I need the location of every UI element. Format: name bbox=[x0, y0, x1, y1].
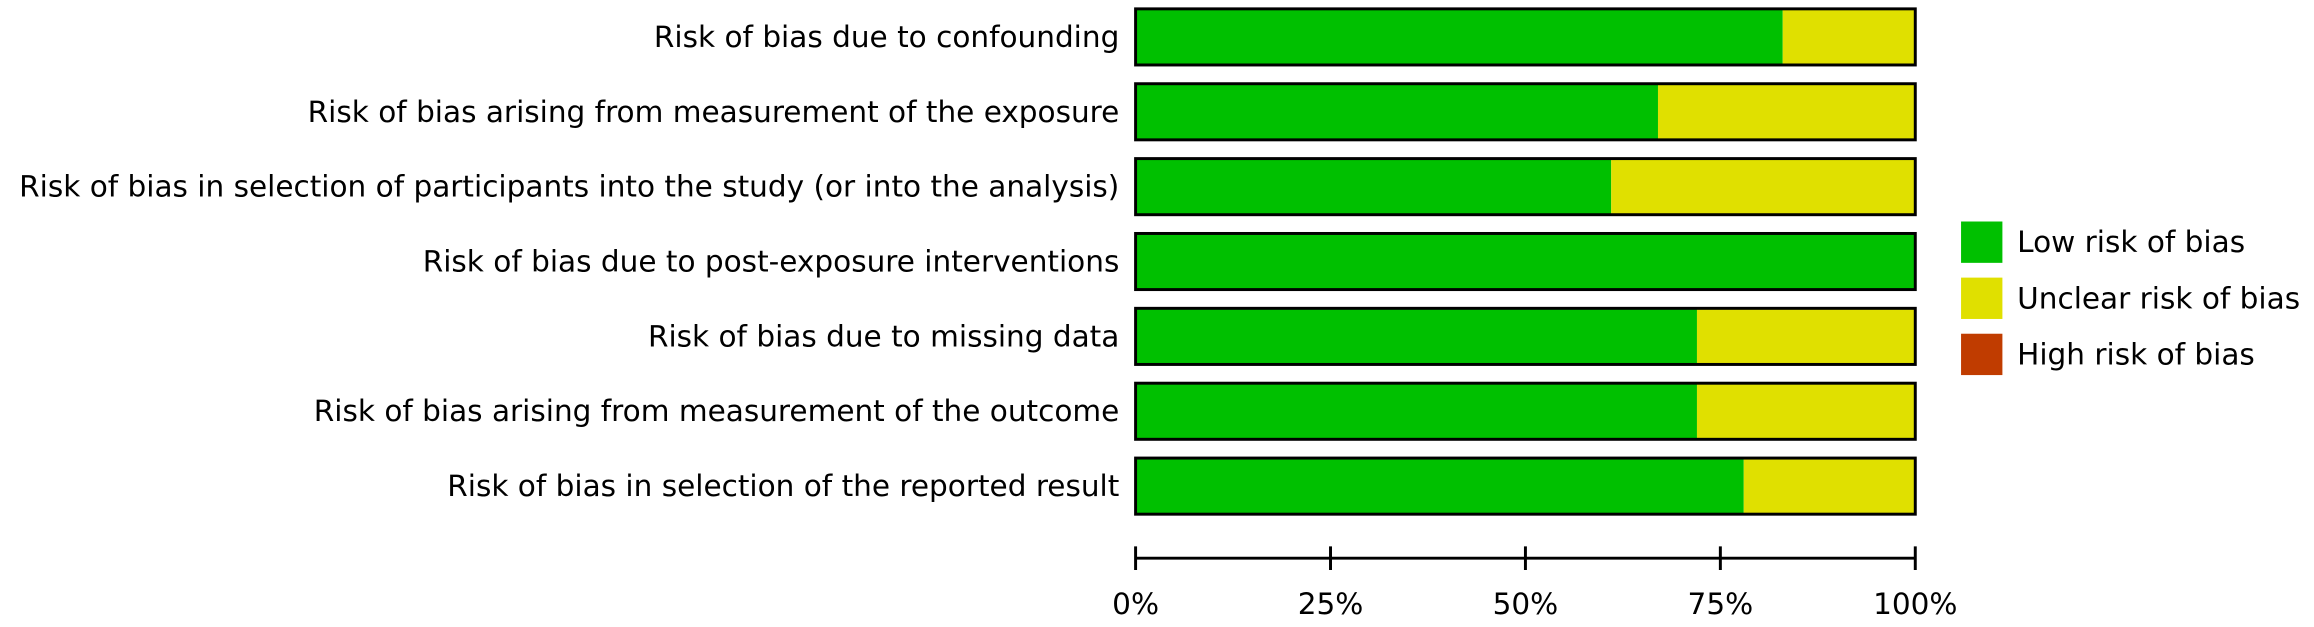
bar-outline bbox=[1134, 82, 1917, 142]
bar-segment bbox=[1135, 308, 1697, 365]
category-label: Risk of bias due to confounding bbox=[654, 20, 1119, 54]
bar-segment bbox=[1135, 158, 1612, 215]
category-label: Risk of bias due to post-exposure interv… bbox=[423, 244, 1120, 278]
legend-label: High risk of bias bbox=[2017, 337, 2255, 371]
bar-segment bbox=[1135, 458, 1744, 515]
bar-outline bbox=[1134, 381, 1917, 441]
bar-segment bbox=[1135, 233, 1916, 290]
legend-label: Low risk of bias bbox=[2017, 225, 2245, 259]
x-tick-label: 25% bbox=[1298, 587, 1364, 621]
bar-segment bbox=[1135, 83, 1658, 140]
bar-outline bbox=[1134, 306, 1917, 366]
bar-outline bbox=[1134, 456, 1917, 516]
x-tick-label: 50% bbox=[1493, 587, 1559, 621]
legend-swatch bbox=[1961, 277, 2003, 319]
x-tick-label: 100% bbox=[1873, 587, 1957, 621]
bar-segment bbox=[1135, 8, 1783, 65]
bar-segment bbox=[1743, 458, 1916, 515]
category-label: Risk of bias arising from measurement of… bbox=[308, 95, 1120, 129]
category-label: Risk of bias due to missing data bbox=[648, 319, 1119, 353]
legend-swatch bbox=[1961, 221, 2003, 263]
category-label: Risk of bias in selection of the reporte… bbox=[447, 469, 1119, 503]
bar-segment bbox=[1696, 308, 1916, 365]
category-label: Risk of bias arising from measurement of… bbox=[314, 394, 1120, 428]
x-tick-label: 0% bbox=[1112, 587, 1159, 621]
bar-outline bbox=[1134, 231, 1917, 292]
bar-segment bbox=[1657, 83, 1916, 140]
bar-segment bbox=[1135, 383, 1697, 440]
bar-segment bbox=[1696, 383, 1916, 440]
legend-label: Unclear risk of bias bbox=[2017, 281, 2300, 315]
x-tick-label: 75% bbox=[1688, 587, 1754, 621]
bar-outline bbox=[1134, 7, 1917, 67]
legend-swatch bbox=[1961, 333, 2003, 376]
bar-segment bbox=[1611, 158, 1916, 215]
category-label: Risk of bias in selection of participant… bbox=[19, 170, 1119, 204]
bar-outline bbox=[1134, 157, 1917, 217]
bar-segment bbox=[1782, 8, 1916, 65]
